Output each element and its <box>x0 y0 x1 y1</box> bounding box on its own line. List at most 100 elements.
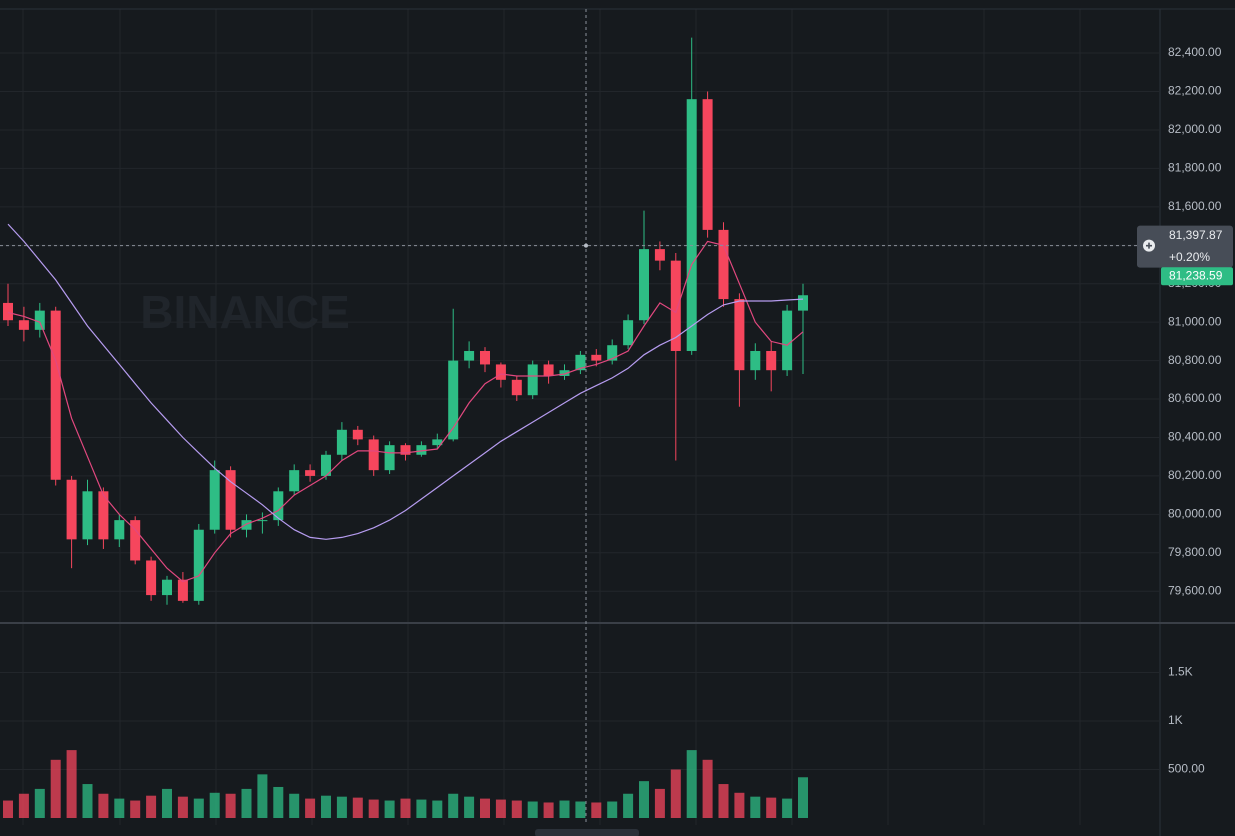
volume-bar <box>432 800 443 818</box>
volume-bar <box>162 788 172 818</box>
candle-body <box>305 470 316 476</box>
volume-bar <box>3 800 13 818</box>
volume-bar <box>209 792 220 818</box>
volume-bar <box>98 793 109 818</box>
candle-body <box>448 360 459 440</box>
volume-tick-label: 1K <box>1168 713 1183 727</box>
y-tick-label: 80,400.00 <box>1168 430 1222 444</box>
candle-body <box>82 491 93 540</box>
volume-bar <box>193 798 204 818</box>
last-price: 81,238.59 <box>1169 268 1223 282</box>
volume-bar <box>114 798 125 818</box>
last-price-box <box>1161 267 1233 286</box>
scroll-handle[interactable] <box>535 829 639 836</box>
volume-bar <box>511 800 522 818</box>
candle-body <box>34 310 45 330</box>
volume-bar <box>639 781 649 818</box>
y-tick-label: 79,800.00 <box>1168 545 1222 559</box>
volume-bar <box>130 800 141 818</box>
candle-body <box>400 445 411 455</box>
volume-bar <box>480 798 490 818</box>
y-tick-label: 79,600.00 <box>1168 583 1222 597</box>
candle-body <box>702 99 713 230</box>
candle-body <box>782 310 793 371</box>
candle-body <box>257 520 268 522</box>
volume-bar <box>543 802 554 818</box>
volume-bar <box>177 796 188 818</box>
y-tick-label: 81,800.00 <box>1168 161 1222 175</box>
candle-body <box>432 439 443 446</box>
volume-bar <box>718 784 729 818</box>
volume-bar <box>734 792 745 818</box>
volume-bar <box>66 750 77 818</box>
volume-bar <box>400 798 411 818</box>
volume-bar <box>146 795 157 818</box>
candle-body <box>623 320 634 346</box>
candle-body <box>559 370 570 376</box>
candle-body <box>18 320 29 330</box>
candle-body <box>384 445 395 471</box>
candle-body <box>766 350 777 371</box>
volume-bar <box>686 750 697 818</box>
volume-bar <box>575 801 586 818</box>
candle-body <box>527 364 538 396</box>
volume-bar <box>368 799 379 818</box>
candle-body <box>654 249 665 261</box>
crosshair-dot <box>584 243 588 248</box>
watermark: BINANCE <box>140 286 350 338</box>
candle-body <box>352 429 363 440</box>
volume-bar <box>527 801 538 818</box>
volume-bar <box>225 793 236 818</box>
candle-body <box>177 579 188 601</box>
candle-body <box>321 454 331 476</box>
candle-body <box>670 260 681 351</box>
volume-bar <box>448 793 459 818</box>
candle-body <box>750 350 761 371</box>
y-tick-label: 80,000.00 <box>1168 507 1222 521</box>
volume-bar <box>305 798 316 818</box>
y-tick-label: 80,600.00 <box>1168 391 1222 405</box>
volume-bar <box>798 777 808 818</box>
vertical-grid <box>22 9 1081 825</box>
candle-body <box>480 350 490 365</box>
candle-body <box>50 310 61 480</box>
crosshair-change: +0.20% <box>1169 250 1210 264</box>
volume-bar <box>289 793 300 818</box>
volume-bar <box>50 759 61 818</box>
add-alert-plus <box>1146 242 1152 249</box>
candle-body <box>130 520 141 561</box>
volume-bar <box>336 796 347 818</box>
volume-bar <box>273 786 284 818</box>
candle-body <box>162 579 172 596</box>
moving-average <box>7 223 804 540</box>
volume-bar <box>607 801 618 818</box>
candle-body <box>336 429 347 455</box>
y-tick-label: 82,400.00 <box>1168 45 1222 59</box>
candle-body <box>209 470 220 530</box>
candle-body <box>114 520 125 540</box>
y-tick-label: 80,800.00 <box>1168 353 1222 367</box>
volume-tick-label: 500.00 <box>1168 762 1205 776</box>
volume-bar <box>559 800 570 818</box>
volume-bar <box>654 788 665 818</box>
candle-body <box>543 364 554 376</box>
moving-average <box>7 240 804 583</box>
candle-body <box>686 99 697 351</box>
candle-body <box>273 491 284 521</box>
volume-bar <box>257 774 268 818</box>
volume-bar <box>464 796 475 818</box>
volume-bar <box>782 798 793 818</box>
volume-bar <box>384 800 395 818</box>
candle-body <box>368 439 379 471</box>
volume-bar <box>321 795 331 818</box>
volume-bar <box>750 796 761 818</box>
crosshair-label-box <box>1137 225 1233 268</box>
candle-body <box>639 249 649 321</box>
volume-bar <box>591 802 602 818</box>
candle-body <box>241 520 252 530</box>
candles <box>3 37 808 818</box>
candle-body <box>798 295 808 311</box>
